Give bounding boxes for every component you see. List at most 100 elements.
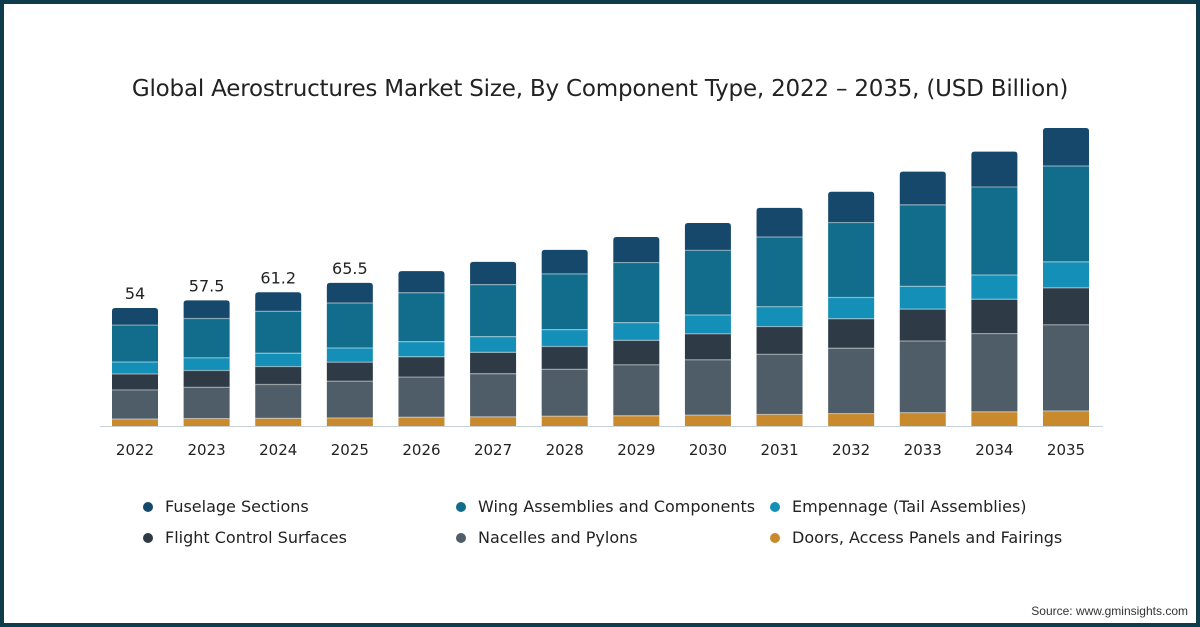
bar-segment (684, 415, 731, 426)
bar-segment (541, 273, 588, 330)
bar-segment (684, 359, 731, 416)
bar-segment (183, 370, 230, 388)
bar-segment (828, 297, 875, 319)
bar-segment (112, 419, 158, 426)
bar-segment (112, 325, 158, 362)
legend-label: Fuselage Sections (165, 497, 309, 516)
bar-segment (756, 414, 803, 426)
x-tick-label: 2033 (904, 441, 942, 459)
x-tick-label: 2029 (617, 441, 655, 459)
bar-segment (1043, 410, 1089, 426)
bar-segment (470, 284, 517, 337)
bar-segment (255, 292, 302, 312)
legend-marker-icon (143, 532, 153, 543)
bar-segment (183, 357, 230, 371)
bar-segment (828, 191, 875, 223)
x-tick-label: 2022 (116, 441, 154, 459)
x-tick-label: 2027 (474, 441, 512, 459)
bar-segment (684, 333, 731, 360)
bar-segment (971, 151, 1018, 187)
bar-segment (112, 361, 158, 374)
source-note: Source: www.gminsights.com (1031, 604, 1188, 618)
legend-item: Doors, Access Panels and Fairings (770, 528, 1062, 547)
bar-segment (112, 373, 158, 390)
x-tick-label: 2023 (188, 441, 226, 459)
bar-segment (613, 364, 660, 416)
data-label: 61.2 (260, 268, 296, 287)
legend-marker-icon (143, 501, 153, 512)
x-tick-label: 2026 (402, 441, 440, 459)
bar-segment (183, 387, 230, 419)
chart-title: Global Aerostructures Market Size, By Co… (131, 76, 1069, 102)
bar-segment (828, 413, 875, 426)
x-tick-label: 2034 (975, 441, 1013, 459)
data-label: 65.5 (332, 259, 368, 278)
x-tick-label: 2032 (832, 441, 870, 459)
legend-item: Wing Assemblies and Components (456, 497, 755, 516)
bar-segment (398, 417, 445, 426)
bar-segment (112, 389, 158, 420)
x-tick-label: 2028 (546, 441, 584, 459)
bar-segment (899, 204, 946, 287)
legend-marker-icon (456, 532, 466, 543)
bar-segment (899, 286, 946, 310)
bar-segment (971, 299, 1018, 334)
bar-segment (1043, 127, 1089, 166)
bar-segment (326, 282, 373, 303)
legend-item: Fuselage Sections (143, 497, 309, 516)
bar-segment (183, 318, 230, 358)
bar-segment (326, 362, 373, 382)
bar-segment (541, 249, 588, 274)
bar-segment (971, 275, 1018, 300)
bar-segment (470, 336, 517, 353)
data-label: 57.5 (189, 276, 225, 295)
bar-segment (899, 309, 946, 342)
bar-segment (255, 384, 302, 419)
legend-item: Flight Control Surfaces (143, 528, 347, 547)
bar-segment (112, 308, 158, 326)
bar-segment (255, 418, 302, 426)
bar-segment (684, 315, 731, 334)
bar-segment (398, 377, 445, 418)
bar-segment (470, 373, 517, 417)
bar-segment (326, 302, 373, 348)
bar-segment (613, 415, 660, 426)
legend-label: Wing Assemblies and Components (478, 497, 756, 516)
x-tick-label: 2035 (1047, 441, 1085, 459)
bar-segment (613, 236, 660, 263)
bar-segment (756, 354, 803, 415)
bar-segment (971, 333, 1018, 412)
bar-segment (613, 262, 660, 323)
bar-segment (326, 381, 373, 418)
legend-marker-icon (456, 501, 466, 512)
bar-segment (255, 353, 302, 367)
legend-label: Empennage (Tail Assemblies) (792, 497, 1027, 516)
bar-segment (541, 329, 588, 347)
bar-segment (541, 416, 588, 426)
bar-segment (971, 411, 1018, 426)
bar-segment (1043, 261, 1089, 288)
bar-segment (756, 207, 803, 237)
bar-segment (613, 322, 660, 341)
bar-segment (255, 311, 302, 354)
bar-segment (684, 223, 731, 251)
bar-segment (255, 366, 302, 385)
bar-segment (183, 300, 230, 319)
chart-legend: Fuselage Sections Wing Assemblies and Com… (143, 494, 1103, 554)
bar-segment (398, 356, 445, 378)
bar-segment (756, 306, 803, 327)
bar-segment (470, 416, 517, 426)
bar-segment (613, 340, 660, 365)
bar-segment (828, 318, 875, 349)
bar-segment (828, 222, 875, 298)
bar-segment (684, 250, 731, 316)
x-tick-label: 2030 (689, 441, 727, 459)
legend-item: Empennage (Tail Assemblies) (770, 497, 1027, 516)
legend-marker-icon (770, 501, 780, 512)
bar-segment (398, 271, 445, 293)
legend-marker-icon (770, 532, 780, 543)
bar-segment (470, 261, 517, 285)
bar-segment (541, 346, 588, 370)
x-tick-label: 2024 (259, 441, 297, 459)
